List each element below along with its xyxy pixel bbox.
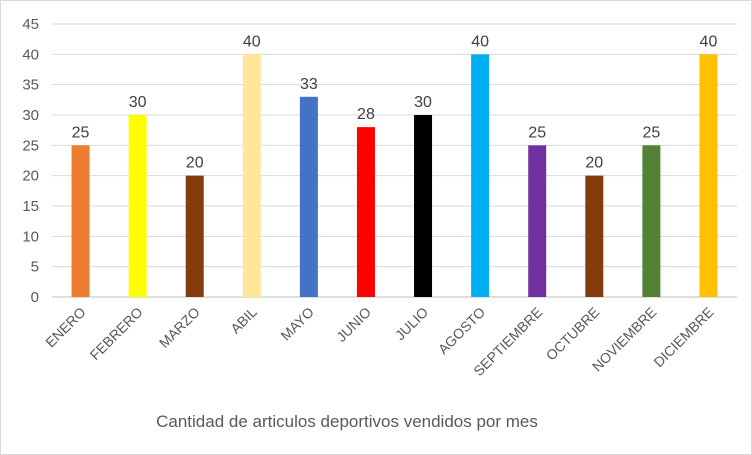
data-label-diciembre: 40: [700, 33, 718, 50]
y-tick-label: 15: [22, 198, 39, 215]
bar-septiembre: [528, 145, 547, 297]
data-label-mayo: 33: [300, 76, 318, 93]
data-label-noviembre: 25: [642, 124, 660, 141]
category-label-marzo: MARZO: [156, 304, 203, 351]
gridlines: [52, 23, 737, 298]
y-tick-label: 45: [22, 16, 39, 33]
data-label-marzo: 20: [186, 155, 204, 172]
y-tick-label: 30: [22, 107, 39, 124]
bar-enero: [71, 145, 90, 297]
y-tick-label: 10: [22, 228, 39, 245]
bar-febrero: [128, 115, 147, 297]
y-tick-label: 5: [31, 259, 39, 276]
bar-diciembre: [699, 54, 718, 298]
data-label-abil: 40: [243, 33, 261, 50]
bar-octubre: [585, 175, 604, 297]
data-label-febrero: 30: [129, 94, 147, 111]
chart-title: Cantidad de articulos deportivos vendido…: [156, 412, 538, 431]
category-label-junio: JUNIO: [333, 304, 374, 345]
bar-noviembre: [642, 145, 661, 297]
data-labels: 25 30 20 40 33 28 30 40 25 20 25 40: [72, 33, 718, 171]
category-label-diciembre: DICIEMBRE: [650, 304, 716, 370]
y-axis-ticks: 0 5 10 15 20 25 30 35 40 45: [22, 16, 39, 306]
category-label-agosto: AGOSTO: [435, 304, 489, 358]
y-tick-label: 20: [22, 168, 39, 185]
bar-agosto: [471, 54, 490, 298]
category-label-enero: ENERO: [42, 304, 89, 351]
data-label-agosto: 40: [471, 33, 489, 50]
category-label-octubre: OCTUBRE: [543, 304, 603, 364]
category-label-abil: ABIL: [227, 304, 260, 337]
data-label-julio: 30: [414, 94, 432, 111]
data-label-enero: 25: [72, 124, 90, 141]
y-tick-label: 25: [22, 137, 39, 154]
bar-julio: [414, 115, 433, 297]
bars: [71, 54, 718, 298]
y-tick-label: 0: [31, 289, 39, 306]
bar-marzo: [185, 175, 204, 297]
category-label-febrero: FEBRERO: [87, 304, 146, 363]
data-label-junio: 28: [357, 106, 375, 123]
data-label-octubre: 20: [585, 155, 603, 172]
category-label-julio: JULIO: [392, 304, 431, 343]
bar-junio: [356, 127, 375, 297]
y-tick-label: 35: [22, 77, 39, 94]
y-tick-label: 40: [22, 46, 39, 63]
data-label-septiembre: 25: [528, 124, 546, 141]
bar-abil: [242, 54, 261, 298]
category-label-mayo: MAYO: [277, 304, 317, 344]
bar-mayo: [299, 96, 318, 297]
